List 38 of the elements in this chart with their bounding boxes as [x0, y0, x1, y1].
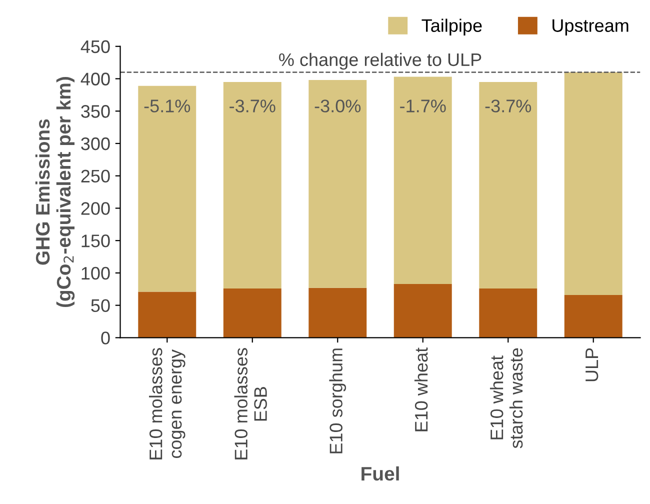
- bar: [138, 86, 196, 292]
- bar: [394, 284, 452, 338]
- bar: [479, 288, 538, 338]
- y-tick-label: 350: [81, 105, 110, 118]
- y-tick-label: 400: [80, 72, 110, 86]
- bar: [308, 288, 367, 338]
- bar: [308, 80, 367, 288]
- ref-line-label: % change relative to ULP: [279, 52, 482, 70]
- y-tick-label: 250: [81, 170, 110, 183]
- x-tick-label: ULP: [586, 348, 598, 382]
- y-tick-label: 0: [101, 332, 110, 344]
- bar: [479, 82, 538, 288]
- bar: [564, 294, 622, 338]
- annotation: -5.1%: [144, 100, 190, 112]
- y-axis-title: GHG Emissions (gCo$_{2}$-equivalent per km): [35, 77, 75, 308]
- legend-label: Upstream: [552, 19, 628, 36]
- y-tick-label: 450: [80, 40, 110, 54]
- y-tick-label: 100: [82, 266, 110, 280]
- annotation: -3.7%: [230, 100, 276, 112]
- x-tick-label: E10 sorghum: [329, 348, 346, 454]
- bar: [564, 72, 622, 295]
- legend-label: Tailpipe: [422, 18, 482, 36]
- bar: [394, 76, 452, 284]
- y-tick-label: 150: [82, 234, 110, 248]
- x-tick-label: E10 molasses cogen energy: [148, 348, 186, 460]
- x-axis-title: Fuel: [362, 466, 399, 481]
- annotation: -3.7%: [485, 100, 532, 112]
- x-tick-label: E10 wheat: [414, 348, 428, 432]
- y-tick-label: 200: [81, 202, 110, 215]
- y-tick-label: 300: [81, 137, 110, 150]
- x-tick-label: E10 wheat starch waste: [490, 348, 523, 448]
- bar: [223, 82, 282, 288]
- annotation: -1.7%: [400, 100, 446, 112]
- y-tick-label: 50: [91, 299, 110, 312]
- bar: [223, 288, 282, 338]
- bar: [138, 292, 196, 338]
- x-tick-label: E10 molasses ESB: [234, 348, 267, 460]
- annotation: -3.0%: [314, 100, 361, 112]
